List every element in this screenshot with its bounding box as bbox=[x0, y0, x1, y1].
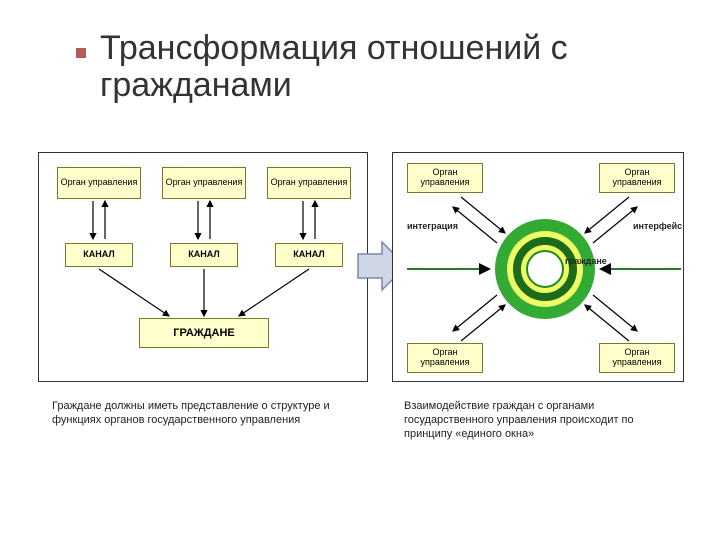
caption-left: Граждане должны иметь представление о ст… bbox=[52, 400, 342, 428]
left-channel-3: КАНАЛ bbox=[275, 243, 343, 267]
left-organ-1: Орган управления bbox=[57, 167, 141, 199]
page-title: Трансформация отношений с гражданами bbox=[100, 30, 720, 105]
right-organ-br: Орган управления bbox=[599, 343, 675, 373]
label-center: граждане bbox=[565, 257, 607, 266]
left-organ-2: Орган управления bbox=[162, 167, 246, 199]
label-integration: интеграция bbox=[407, 221, 458, 231]
left-channel-1: КАНАЛ bbox=[65, 243, 133, 267]
left-organ-3: Орган управления bbox=[267, 167, 351, 199]
caption-right: Взаимодействие граждан с органами госуда… bbox=[404, 400, 684, 441]
right-organ-tl: Орган управления bbox=[407, 163, 483, 193]
panel-left: Орган управления Орган управления Орган … bbox=[38, 152, 368, 382]
panel-right: Орган управления Орган управления Орган … bbox=[392, 152, 684, 382]
left-citizens: ГРАЖДАНЕ bbox=[139, 318, 269, 348]
left-channel-2: КАНАЛ bbox=[170, 243, 238, 267]
right-organ-tr: Орган управления bbox=[599, 163, 675, 193]
right-organ-bl: Орган управления bbox=[407, 343, 483, 373]
label-interface: интерфейс bbox=[633, 221, 682, 231]
title-bullet bbox=[76, 48, 86, 58]
